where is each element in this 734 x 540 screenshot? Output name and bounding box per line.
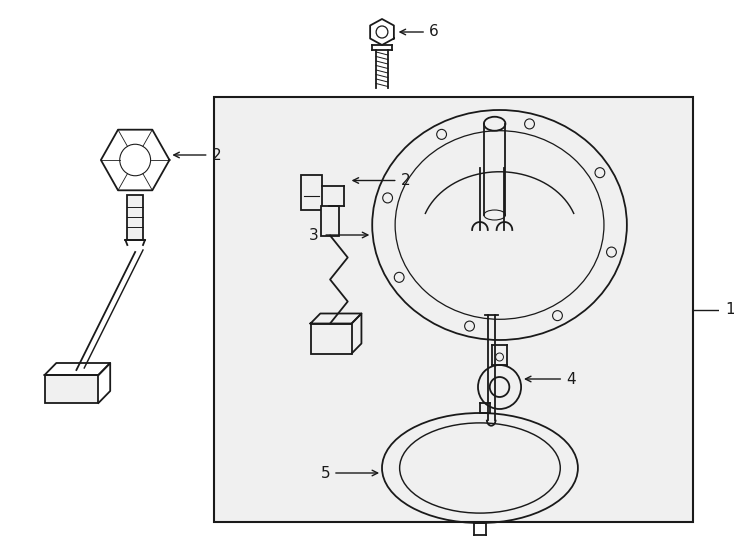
Text: 5: 5 — [321, 465, 330, 481]
Text: 2: 2 — [211, 147, 221, 163]
Bar — [321, 206, 339, 235]
Bar — [301, 175, 322, 210]
Bar — [310, 323, 352, 354]
Bar — [127, 195, 143, 240]
Text: 4: 4 — [566, 372, 575, 387]
Text: 2: 2 — [401, 173, 410, 188]
Text: 1: 1 — [726, 302, 734, 317]
Bar — [45, 375, 98, 403]
Text: 6: 6 — [429, 24, 439, 39]
Bar — [214, 97, 694, 522]
Ellipse shape — [484, 117, 506, 131]
Text: 3: 3 — [308, 227, 319, 242]
